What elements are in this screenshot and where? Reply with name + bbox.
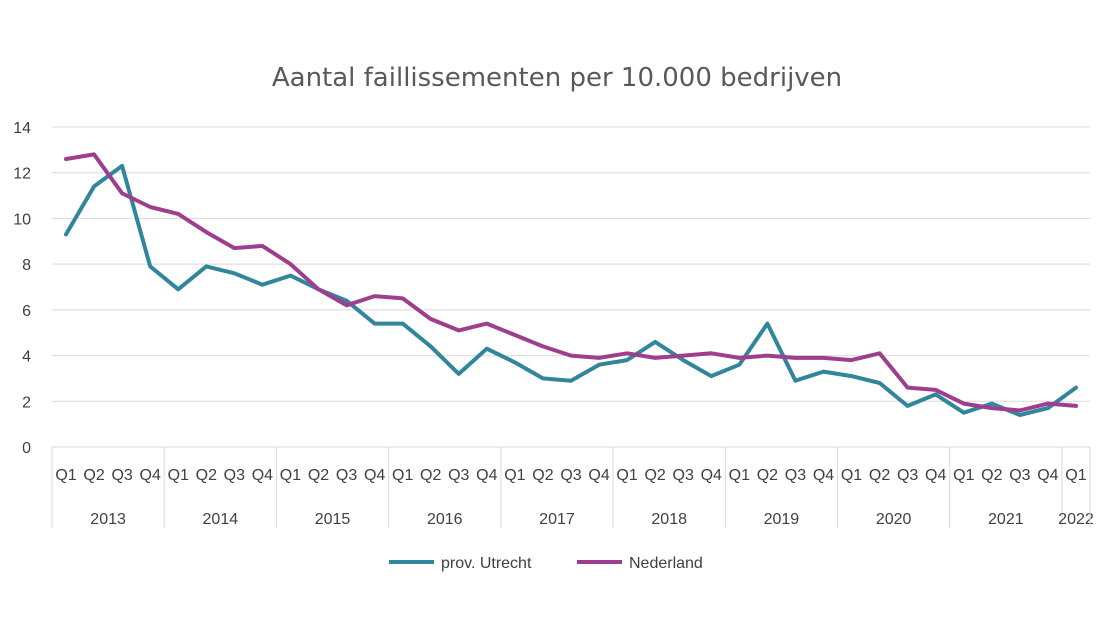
x-tick-label: Q1	[1065, 467, 1086, 484]
legend-label: prov. Utrecht	[441, 555, 532, 572]
x-tick-label: Q1	[729, 467, 750, 484]
x-tick-label: Q2	[308, 467, 329, 484]
x-tick-label: Q4	[701, 467, 722, 484]
y-tick-label: 10	[13, 211, 31, 228]
x-tick-label: Q1	[616, 467, 637, 484]
x-tick-label: Q4	[925, 467, 946, 484]
x-tick-label: Q2	[83, 467, 104, 484]
y-tick-label: 14	[13, 120, 31, 137]
x-tick-label: Q2	[644, 467, 665, 484]
year-label: 2016	[427, 511, 463, 528]
x-tick-label: Q3	[785, 467, 806, 484]
x-tick-label: Q1	[280, 467, 301, 484]
year-label: 2015	[315, 511, 351, 528]
x-tick-label: Q1	[55, 467, 76, 484]
x-tick-label: Q2	[757, 467, 778, 484]
x-tick-label: Q4	[476, 467, 497, 484]
x-tick-label: Q3	[1009, 467, 1030, 484]
x-tick-label: Q2	[532, 467, 553, 484]
year-label: 2017	[539, 511, 575, 528]
year-label: 2021	[988, 511, 1024, 528]
legend-label: Nederland	[629, 555, 703, 572]
x-tick-label: Q1	[392, 467, 413, 484]
x-tick-label: Q3	[673, 467, 694, 484]
x-tick-label: Q3	[448, 467, 469, 484]
x-tick-label: Q3	[560, 467, 581, 484]
year-label: 2020	[876, 511, 912, 528]
x-tick-label: Q4	[1037, 467, 1058, 484]
x-tick-label: Q1	[953, 467, 974, 484]
x-tick-label: Q2	[869, 467, 890, 484]
year-label: 2014	[203, 511, 239, 528]
x-tick-label: Q2	[981, 467, 1002, 484]
x-tick-label: Q1	[841, 467, 862, 484]
year-label: 2022	[1058, 511, 1094, 528]
y-tick-label: 6	[22, 303, 31, 320]
x-tick-label: Q4	[364, 467, 385, 484]
gridlines	[52, 126, 1090, 448]
year-label: 2013	[90, 511, 126, 528]
x-tick-label: Q2	[420, 467, 441, 484]
series-lines	[64, 152, 1078, 417]
x-tick-label: Q4	[813, 467, 834, 484]
series-line-utrecht	[64, 163, 1078, 417]
x-tick-label: Q3	[111, 467, 132, 484]
y-tick-label: 12	[13, 166, 31, 183]
legend: prov. Utrecht Nederland	[389, 555, 703, 572]
y-tick-label: 2	[22, 394, 31, 411]
x-tick-label: Q4	[140, 467, 161, 484]
x-tick-label: Q3	[224, 467, 245, 484]
x-tick-label: Q1	[504, 467, 525, 484]
year-label: 2018	[651, 511, 687, 528]
y-tick-label: 0	[22, 440, 31, 457]
x-tick-label: Q2	[196, 467, 217, 484]
series-line-nederland	[64, 152, 1078, 413]
x-tick-label: Q3	[897, 467, 918, 484]
x-tick-label: Q3	[336, 467, 357, 484]
y-axis-ticks: 0 2 4 6 8 10 12 14	[13, 120, 31, 457]
x-tick-label: Q4	[588, 467, 609, 484]
y-tick-label: 4	[22, 349, 31, 366]
year-label: 2019	[764, 511, 800, 528]
x-tick-label: Q1	[168, 467, 189, 484]
chart-title: Aantal faillissementen per 10.000 bedrij…	[272, 63, 842, 93]
y-tick-label: 8	[22, 257, 31, 274]
x-axis: Q1 Q2 Q3 Q4 Q1 Q2 Q3 Q4 Q1 Q2 Q3 Q4 Q1 Q2 Q3 Q4 Q1 Q2 Q3 Q4…	[51, 447, 1094, 528]
x-tick-label: Q4	[252, 467, 273, 484]
